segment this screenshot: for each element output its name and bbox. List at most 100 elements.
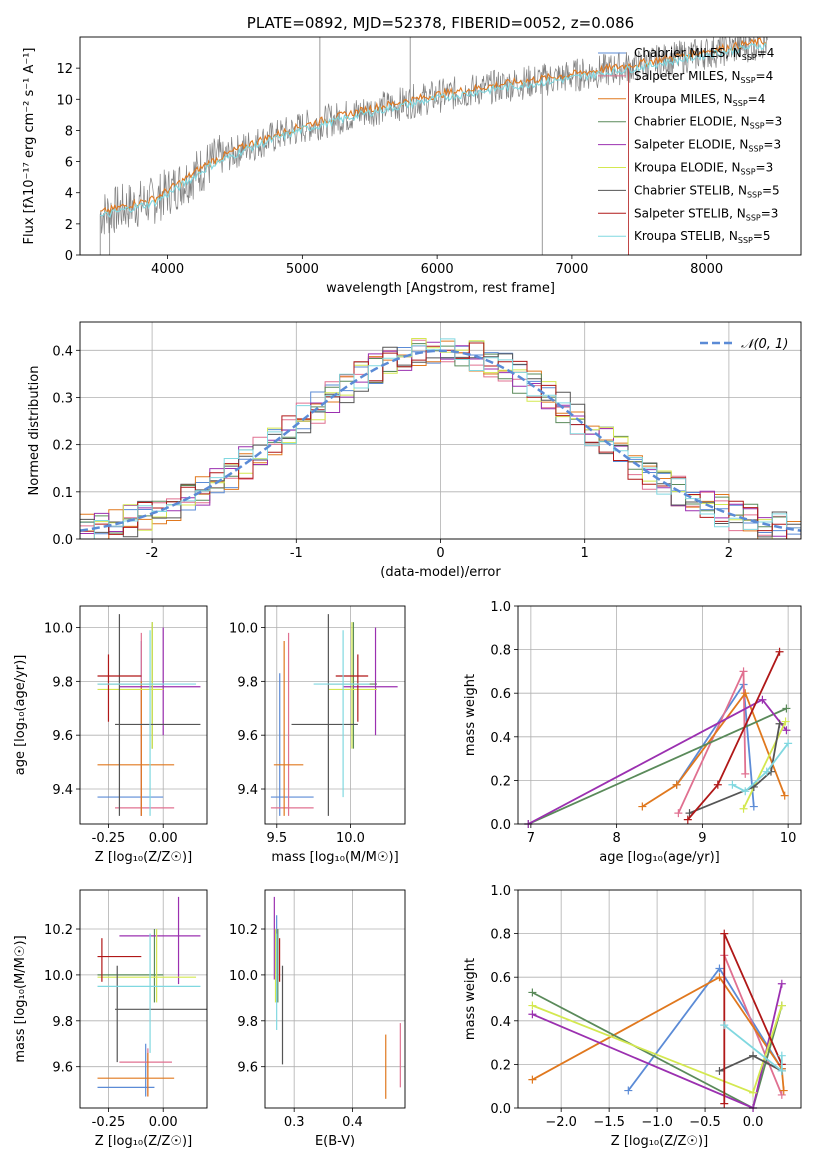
weight-marker bbox=[624, 1086, 633, 1095]
legend-entry: Salpeter MILES, NSSP=4 bbox=[634, 69, 773, 85]
x-tick-label: 0.3 bbox=[284, 1115, 305, 1130]
y-tick-label: 10 bbox=[56, 93, 73, 108]
weight-marker bbox=[777, 1066, 786, 1075]
normal-curve bbox=[80, 349, 801, 532]
axes-frame bbox=[79, 36, 802, 256]
weight-marker bbox=[528, 1001, 537, 1010]
x-tick-label: 8 bbox=[612, 831, 620, 846]
x-tick-label: 5000 bbox=[286, 262, 319, 277]
weight-marker bbox=[758, 695, 767, 704]
weight-marker bbox=[749, 1051, 758, 1060]
weight-marker bbox=[720, 929, 729, 938]
legend-entry: Chabrier STELIB, NSSP=5 bbox=[634, 183, 780, 199]
weight-marker bbox=[739, 804, 748, 813]
x-axis-label: Z [log₁₀(Z/Z☉)] bbox=[95, 850, 192, 865]
y-tick-label: 9.6 bbox=[237, 1061, 258, 1076]
panel-spectrum: 4000 5000 6000 7000 8000 0 2 4 6 8 10 12 PLATE=0892,… bbox=[22, 14, 802, 296]
y-axis-label: mass [log₁₀(M/M☉)] bbox=[13, 935, 28, 1062]
y-tick-label: 2 bbox=[65, 218, 73, 233]
weight-marker bbox=[741, 787, 750, 796]
x-tick-label: 9 bbox=[698, 831, 706, 846]
weight-marker bbox=[715, 1066, 724, 1075]
model-spectrum bbox=[100, 37, 767, 215]
legend-entry: Kroupa STELIB, NSSP=5 bbox=[634, 229, 771, 245]
y-tick-label: 9.4 bbox=[52, 783, 73, 798]
weight-marker bbox=[638, 802, 647, 811]
weight-marker bbox=[728, 780, 737, 789]
y-tick-label: 0.0 bbox=[490, 818, 511, 833]
y-tick-label: 9.8 bbox=[52, 675, 73, 690]
weight-marker bbox=[777, 979, 786, 988]
panel-age_vs_mass: 9.5 10.0 9.4 9.6 9.8 10.0 mass [log₁₀(M/M☉)] bbox=[229, 605, 406, 865]
panel-mass_vs_Z: -0.25 0.00 9.6 9.8 10.0 10.2 Z [log₁₀(Z/Z☉)] ma… bbox=[13, 889, 208, 1149]
legend-entry: Kroupa MILES, NSSP=4 bbox=[634, 92, 765, 108]
y-tick-label: 9.6 bbox=[52, 729, 73, 744]
y-tick-label: 1.0 bbox=[490, 884, 511, 899]
legend-entry: Chabrier ELODIE, NSSP=3 bbox=[634, 115, 782, 131]
x-tick-label: 7000 bbox=[555, 262, 588, 277]
x-tick-label: 4000 bbox=[151, 262, 184, 277]
y-axis-label: Normed distribution bbox=[27, 366, 42, 496]
y-tick-label: 9.4 bbox=[237, 783, 258, 798]
weight-marker bbox=[749, 1088, 758, 1097]
panel-age_vs_Z: -0.25 0.00 9.4 9.6 9.8 10.0 Z [log₁₀(Z/Z☉)] age… bbox=[13, 605, 208, 865]
y-tick-label: 9.8 bbox=[237, 675, 258, 690]
weight-marker bbox=[780, 791, 789, 800]
y-tick-label: 0.3 bbox=[52, 391, 73, 406]
y-tick-label: 0.8 bbox=[490, 644, 511, 659]
y-tick-label: 0.4 bbox=[52, 344, 73, 359]
y-tick-label: 0.4 bbox=[490, 1015, 511, 1030]
x-tick-label: −1.0 bbox=[641, 1115, 673, 1130]
panel-weight_vs_age: 7 8 9 10 0.0 0.2 0.4 0.6 0.8 1.0 age [log₁₀(age/yr… bbox=[463, 600, 802, 865]
y-tick-label: 10.2 bbox=[44, 923, 73, 938]
weight-marker bbox=[779, 1086, 788, 1095]
weight-marker bbox=[782, 704, 791, 713]
weight-line-chabrier_elodie bbox=[527, 707, 787, 825]
x-tick-label: -1 bbox=[290, 546, 303, 561]
weight-marker bbox=[528, 1075, 537, 1084]
x-tick-label: 0.00 bbox=[149, 831, 178, 846]
weight-line-kroupa_miles bbox=[641, 691, 786, 808]
weight-marker bbox=[784, 739, 793, 748]
weight-marker bbox=[528, 988, 537, 997]
legend-entry: Salpeter STELIB, NSSP=3 bbox=[634, 206, 778, 222]
weight-marker bbox=[674, 809, 683, 818]
y-axis-label: mass weight bbox=[463, 674, 478, 756]
x-tick-label: 0 bbox=[436, 546, 444, 561]
axes-frame bbox=[79, 321, 802, 540]
weight-marker bbox=[777, 1090, 786, 1099]
y-tick-label: 9.6 bbox=[52, 1061, 73, 1076]
y-tick-label: 0.6 bbox=[490, 971, 511, 986]
x-axis-label: Z [log₁₀(Z/Z☉)] bbox=[611, 1134, 708, 1149]
y-axis-label: Flux [fλ10⁻¹⁷ erg cm⁻² s⁻¹ A⁻¹] bbox=[22, 48, 37, 245]
y-tick-label: 0.2 bbox=[490, 1058, 511, 1073]
x-axis-label: (data-model)/error bbox=[380, 565, 501, 580]
x-tick-label: 9.5 bbox=[266, 831, 287, 846]
x-tick-label: 0.00 bbox=[149, 1115, 178, 1130]
weight-marker bbox=[741, 769, 750, 778]
x-tick-label: 2 bbox=[725, 546, 733, 561]
chart-title: PLATE=0892, MJD=52378, FIBERID=0052, z=0… bbox=[247, 14, 634, 32]
weight-marker bbox=[777, 1051, 786, 1060]
weight-marker bbox=[762, 767, 771, 776]
weight-marker bbox=[683, 815, 692, 824]
y-tick-label: 12 bbox=[56, 62, 73, 77]
x-tick-label: 1 bbox=[581, 546, 589, 561]
x-axis-label: E(B-V) bbox=[315, 1134, 355, 1149]
x-axis-label: Z [log₁₀(Z/Z☉)] bbox=[95, 1134, 192, 1149]
y-tick-label: 0.4 bbox=[490, 731, 511, 746]
x-tick-label: -0.25 bbox=[92, 831, 126, 846]
weight-marker bbox=[720, 1099, 729, 1108]
weight-marker bbox=[775, 647, 784, 656]
weight-marker bbox=[715, 973, 724, 982]
y-tick-label: 9.8 bbox=[52, 1015, 73, 1030]
weight-line-salpeter_elodie bbox=[527, 698, 788, 825]
y-tick-label: 10.0 bbox=[229, 622, 258, 637]
histograms bbox=[80, 338, 801, 539]
weight-marker bbox=[775, 719, 784, 728]
spectrum-lines bbox=[99, 37, 768, 255]
x-tick-label: 7 bbox=[527, 831, 535, 846]
y-tick-label: 4 bbox=[65, 187, 73, 202]
x-tick-label: 0.4 bbox=[342, 1115, 363, 1130]
